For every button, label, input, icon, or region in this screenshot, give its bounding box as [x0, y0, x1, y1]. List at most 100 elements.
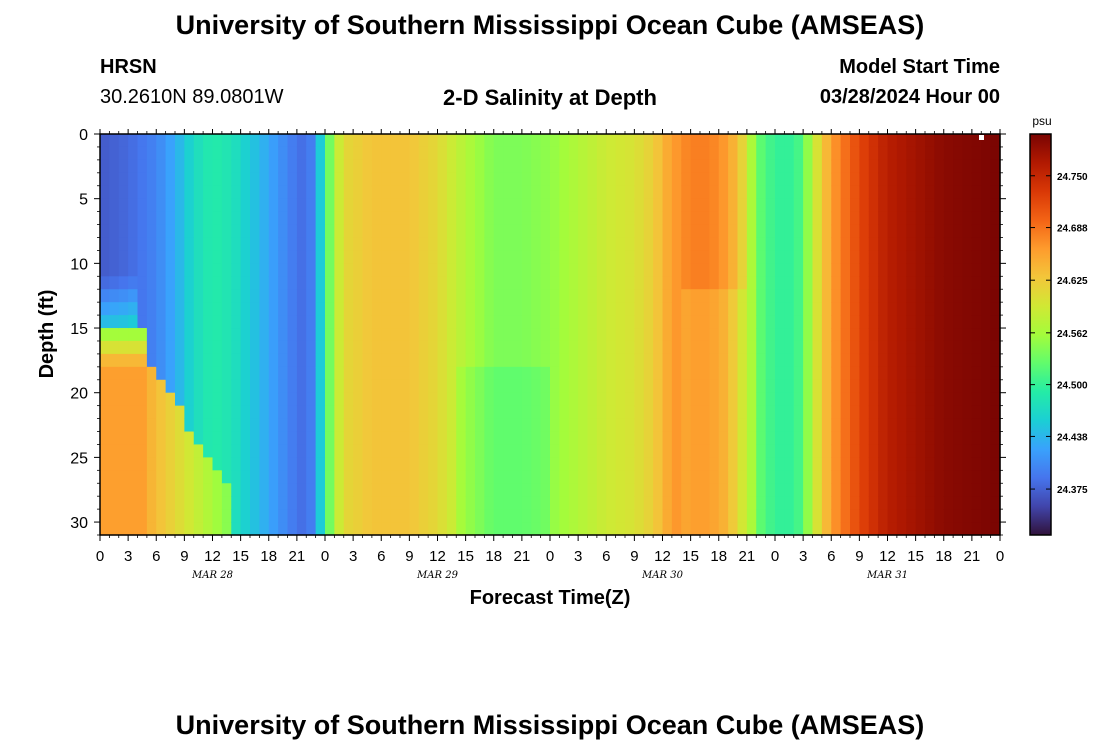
heatmap-cell	[634, 431, 645, 446]
heatmap-cell	[803, 470, 814, 484]
heatmap-cell	[596, 302, 607, 316]
heatmap-cell	[184, 379, 195, 394]
heatmap-cell	[812, 185, 823, 200]
x-tick-label: 9	[405, 548, 413, 565]
heatmap-cell	[325, 431, 335, 446]
heatmap-cell	[765, 250, 776, 264]
heatmap-cell	[681, 496, 692, 510]
heatmap-cell	[165, 237, 176, 252]
heatmap-cell	[634, 328, 645, 342]
heatmap-cell	[962, 250, 973, 264]
heatmap-cell	[193, 134, 204, 148]
heatmap-cell	[428, 405, 439, 420]
heatmap-cell	[981, 483, 992, 497]
heatmap-cell	[981, 392, 992, 407]
heatmap-cell	[709, 159, 720, 174]
heatmap-cell	[953, 276, 964, 290]
heatmap-cell	[700, 392, 710, 407]
heatmap-cell	[587, 379, 598, 394]
heatmap-cell	[756, 134, 767, 148]
heatmap-cell	[850, 159, 860, 174]
heatmap-cell	[475, 302, 485, 316]
heatmap-cell	[840, 250, 851, 264]
heatmap-cell	[484, 353, 495, 368]
heatmap-cell	[775, 315, 785, 329]
heatmap-cell	[428, 509, 439, 523]
heatmap-cell	[156, 146, 167, 161]
heatmap-cell	[737, 457, 748, 471]
heatmap-cell	[531, 483, 542, 497]
heatmap-cell	[756, 444, 767, 458]
heatmap-cell	[568, 444, 579, 458]
heatmap-cell	[531, 522, 542, 536]
heatmap-cell	[906, 237, 917, 252]
heatmap-cell	[868, 159, 879, 174]
heatmap-cell	[859, 172, 870, 187]
heatmap-cell	[409, 366, 420, 381]
heatmap-cell	[175, 315, 185, 329]
heatmap-cell	[475, 379, 485, 394]
heatmap-cell	[193, 496, 204, 510]
heatmap-cell	[587, 315, 598, 329]
heatmap-cell	[634, 198, 645, 213]
heatmap-cell	[212, 198, 223, 213]
heatmap-cell	[990, 340, 1001, 355]
heatmap-cell	[456, 405, 467, 420]
heatmap-cell	[465, 509, 476, 523]
heatmap-cell	[793, 379, 804, 394]
heatmap-cell	[250, 457, 260, 471]
heatmap-cell	[296, 418, 307, 433]
heatmap-cell	[606, 159, 617, 174]
heatmap-cell	[512, 457, 523, 471]
heatmap-cell	[850, 431, 860, 446]
heatmap-cell	[681, 302, 692, 316]
heatmap-cell	[568, 379, 579, 394]
heatmap-cell	[315, 263, 326, 277]
heatmap-cell	[606, 250, 617, 264]
heatmap-cell	[568, 134, 579, 148]
heatmap-cell	[990, 276, 1001, 290]
x-tick-label: 9	[630, 548, 638, 565]
heatmap-cell	[296, 172, 307, 187]
heatmap-cell	[156, 392, 167, 407]
heatmap-cell	[493, 431, 504, 446]
heatmap-cell	[915, 263, 926, 277]
heatmap-cell	[756, 250, 767, 264]
heatmap-cell	[784, 289, 795, 303]
heatmap-cell	[934, 328, 945, 342]
heatmap-cell	[184, 457, 195, 471]
heatmap-cell	[521, 289, 532, 303]
heatmap-cell	[775, 379, 785, 394]
heatmap-cell	[334, 509, 345, 523]
heatmap-cell	[137, 457, 148, 471]
heatmap-cell	[109, 379, 120, 394]
heatmap-cell	[165, 211, 176, 226]
heatmap-cell	[840, 172, 851, 187]
heatmap-cell	[821, 340, 832, 355]
heatmap-cell	[296, 276, 307, 290]
heatmap-cell	[850, 198, 860, 213]
heatmap-cell	[493, 328, 504, 342]
heatmap-cell	[803, 276, 814, 290]
heatmap-cell	[175, 289, 185, 303]
heatmap-cell	[568, 366, 579, 381]
heatmap-cell	[428, 470, 439, 484]
heatmap-cell	[643, 509, 654, 523]
heatmap-cell	[400, 392, 410, 407]
x-tick-label: 15	[682, 548, 699, 565]
heatmap-cell	[137, 276, 148, 290]
heatmap-cell	[418, 457, 429, 471]
heatmap-cell	[671, 431, 682, 446]
heatmap-cell	[981, 185, 992, 200]
heatmap-cell	[531, 315, 542, 329]
heatmap-cell	[259, 522, 270, 536]
heatmap-cell	[962, 289, 973, 303]
heatmap-cell	[353, 146, 364, 161]
heatmap-cell	[493, 470, 504, 484]
heatmap-cell	[109, 418, 120, 433]
heatmap-cell	[381, 483, 392, 497]
heatmap-cell	[981, 470, 992, 484]
heatmap-cell	[943, 276, 954, 290]
heatmap-cell	[390, 185, 401, 200]
heatmap-cell	[193, 328, 204, 342]
